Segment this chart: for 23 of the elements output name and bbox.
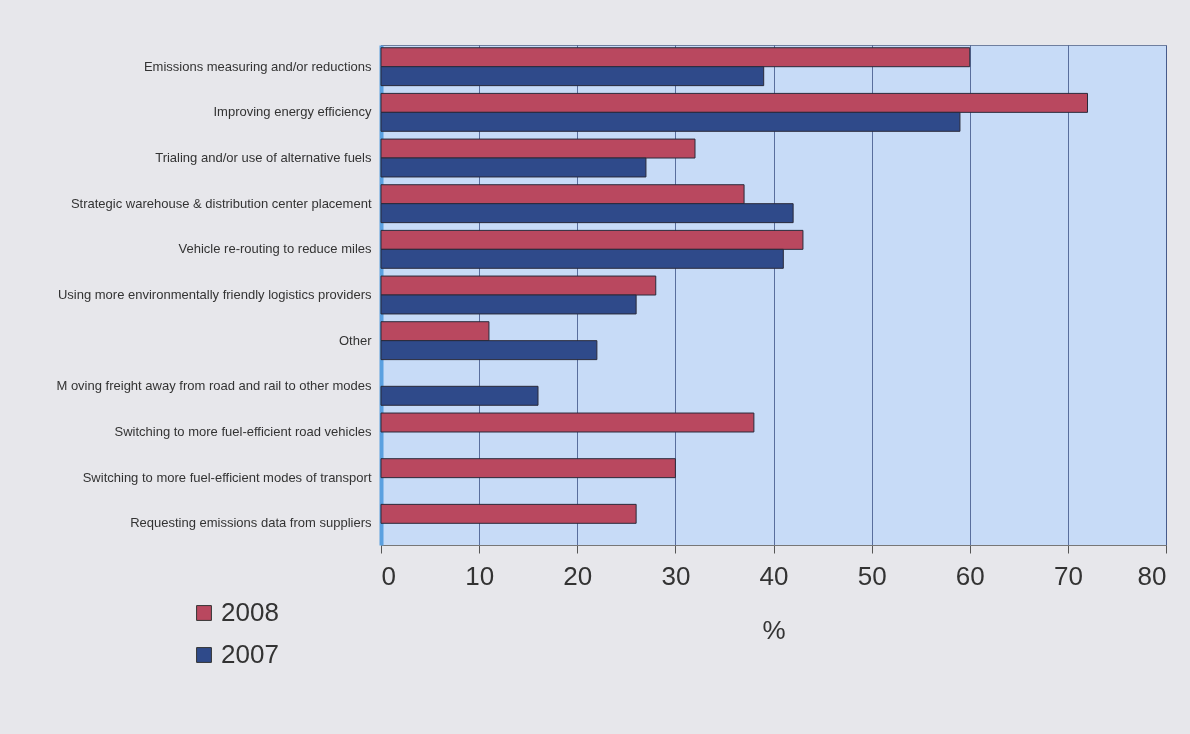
legend-label: 2008 [221,597,279,627]
x-tick-label: 80 [1137,560,1167,591]
y-tick-label: Strategic warehouse & distribution center placement [70,195,372,211]
x-tick-label: 30 [661,560,691,591]
x-tick-label: 20 [563,560,593,591]
y-tick-label: Switching to more fuel-efficient modes of transport [82,469,372,485]
y-tick-label: Improving energy efficiency [213,104,372,120]
y-tick-label: Switching to more fuel-efficient road vehicles [114,423,372,439]
x-tick-label: 10 [465,560,495,591]
y-tick-label: Vehicle re-routing to reduce miles [178,241,372,257]
legend-label: 2007 [221,639,279,669]
x-tick-label: 40 [759,560,789,591]
y-tick-label: Trialing and/or use of alternative fuels [155,150,372,166]
y-tick-label: Using more environmentally friendly logistics providers [57,287,372,302]
x-tick-label: 70 [1053,560,1083,591]
y-tick-label: Requesting emissions data from suppliers [130,515,372,531]
x-tick-label: 60 [955,560,985,591]
y-tick-label: M oving freight away from road and rail to other modes [56,378,372,394]
x-tick-label: 0 [381,560,396,591]
y-tick-label: Emissions measuring and/or reductions [143,58,372,74]
x-axis-title: % [762,614,786,645]
x-tick-label: 50 [857,560,887,591]
y-tick-label: Other [338,332,373,348]
